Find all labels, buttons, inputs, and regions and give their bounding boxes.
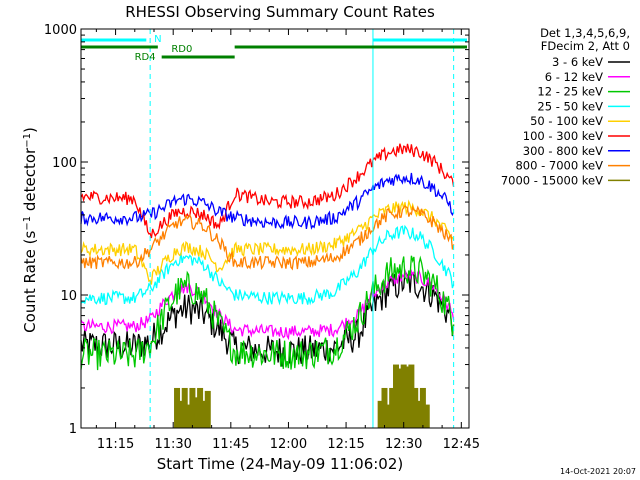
overlay-layer: N RD0 RD4 [81,29,467,428]
x-tick-label: 12:30 [385,437,422,452]
series-3-line [80,224,455,306]
chart-title: RHESSI Observing Summary Count Rates [125,3,435,21]
series-8-point [189,387,196,428]
legend-entry-label: 6 - 12 keV [545,70,603,84]
series-8-point [185,404,192,428]
series-8-point [385,404,392,428]
y-axis-label: Count Rate (s−1 detector−1) [21,127,39,333]
series-8-point [393,364,400,428]
legend-entry-label: 25 - 50 keV [537,99,603,113]
series-8-point [404,366,411,428]
series-8-point [177,400,184,428]
series-8-point [197,387,204,428]
legend: Det 1,3,4,5,6,9,FDecim 2, Att 0 3 - 6 keV… [501,26,630,187]
series-8-point [377,400,384,428]
series-8-point [204,390,211,428]
series-8-point [174,387,181,428]
series-2-line [80,255,455,371]
legend-entry-label: 300 - 800 keV [523,144,603,158]
series-8-point [181,387,188,428]
y-tick-label: 1 [69,422,77,437]
series-8-point [400,364,407,428]
generation-timestamp: 14-Oct-2021 20:07 [560,467,636,476]
series-7-line [80,204,455,271]
series-8-point [389,387,396,428]
x-tick-label: 11:45 [212,437,249,452]
series-8-point [412,387,419,428]
legend-entry-label: 7000 - 15000 keV [501,173,603,187]
series-1-line [80,268,455,341]
x-tick-label: 11:30 [154,437,191,452]
series-8-point [423,404,430,428]
legend-entry-label: 100 - 300 keV [523,129,603,143]
legend-entry-label: 50 - 100 keV [530,114,603,128]
flag-label-rd0: RD0 [171,44,192,55]
series-6-line [80,172,455,230]
x-axis-label: Start Time (24-May-09 11:06:02) [157,455,403,473]
series-8-point [396,368,403,428]
series-8-point [416,400,423,428]
plot-area-frame [80,28,470,429]
x-tick-label: 12:00 [270,437,307,452]
y-tick-label: 1000 [44,23,77,38]
y-axis: 1 10 100 1000 [44,23,469,437]
x-axis: 11:15 11:30 11:45 12:00 12:15 12:30 12:45 [95,29,480,452]
legend-entry-label: 800 - 7000 keV [515,159,603,173]
x-tick-label: 12:15 [327,437,364,452]
series-layer [80,143,455,428]
y-tick-label: 10 [60,289,77,304]
series-8-point [381,387,388,428]
series-8-point [419,387,426,428]
series-8-point [408,364,415,428]
flag-label-n: N [154,34,161,45]
y-tick-label: 100 [52,156,77,171]
legend-header-line: FDecim 2, Att 0 [541,39,630,53]
legend-header-line: Det 1,3,4,5,6,9, [540,26,630,40]
legend-entry-label: 3 - 6 keV [552,55,603,69]
x-tick-label: 11:15 [97,437,134,452]
series-8-point [200,400,207,428]
x-tick-label: 12:45 [443,437,480,452]
series-8-point [193,397,200,428]
flag-label-rd4: RD4 [135,52,156,63]
legend-entry-label: 12 - 25 keV [537,85,603,99]
